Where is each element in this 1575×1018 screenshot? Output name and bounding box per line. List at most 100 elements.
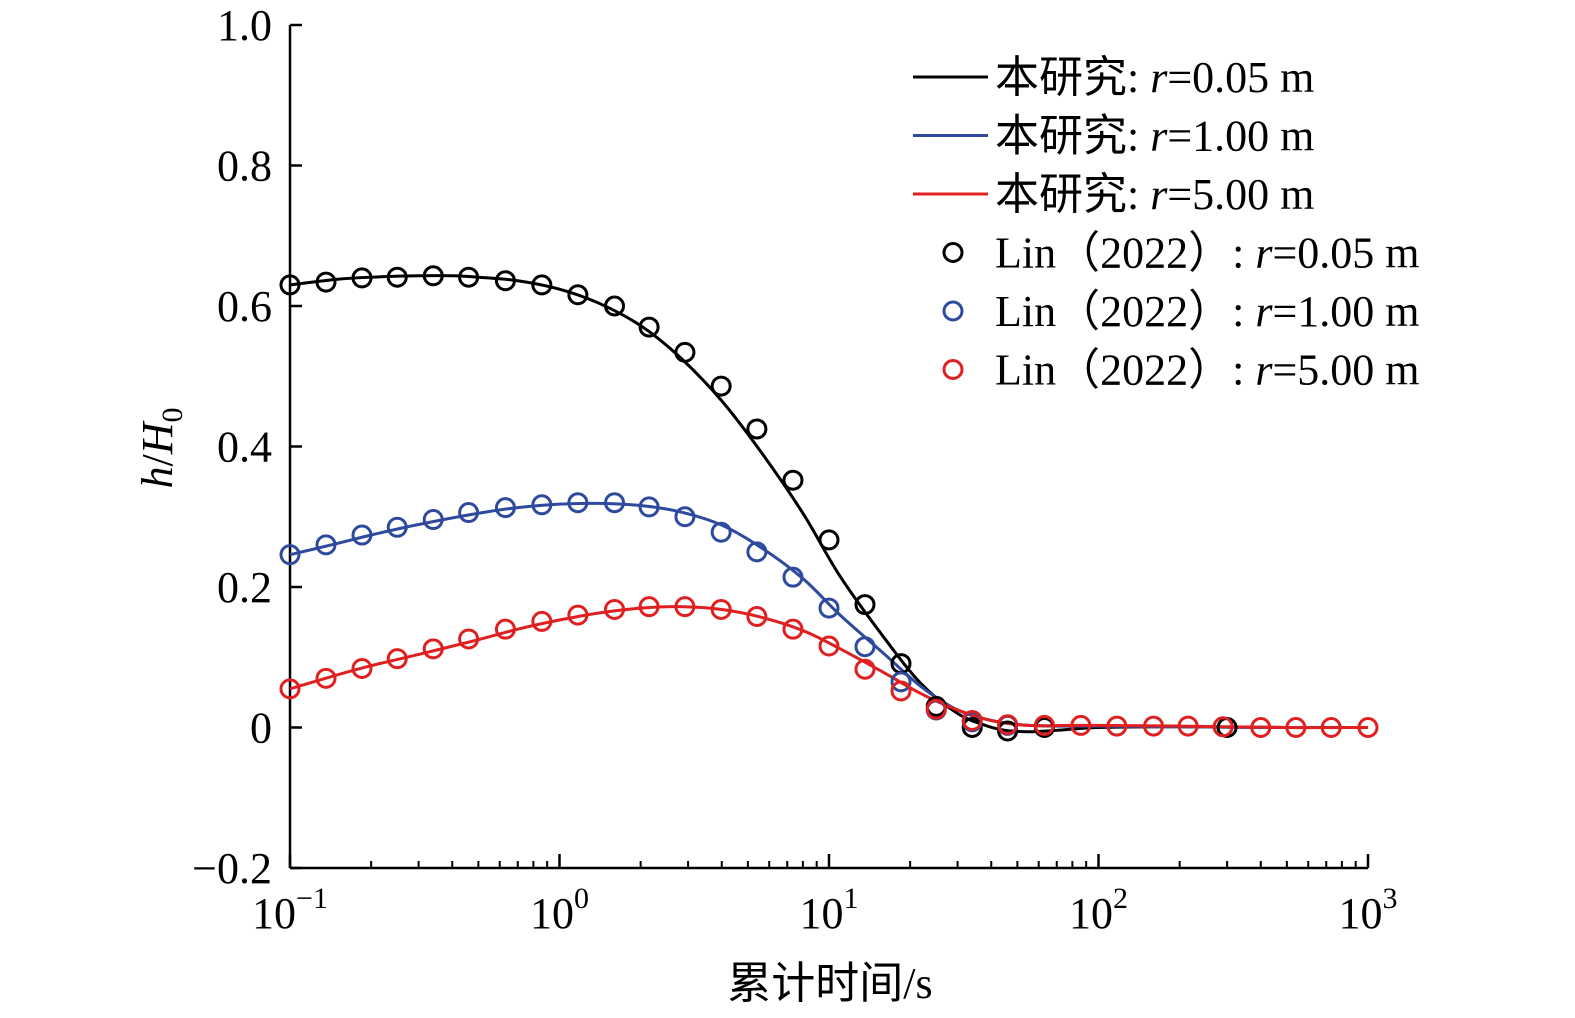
legend-label-suffix: =5.00 m [1167, 170, 1314, 219]
data-point [674, 341, 696, 363]
legend-swatch-marker [942, 359, 964, 380]
data-point [746, 418, 768, 440]
x-tick-label: 101 [800, 882, 859, 938]
data-point [1250, 717, 1272, 738]
data-point [710, 521, 732, 543]
legend-label: Lin（2022）: r=5.00 m [995, 346, 1420, 395]
legend-label-prefix: 本研究: [995, 53, 1150, 102]
legend-label-prefix: Lin（2022）: [995, 287, 1255, 336]
x-tick-label: 103 [1339, 882, 1398, 938]
legend-label-var: r [1255, 287, 1273, 336]
data-point [351, 267, 373, 289]
data-point [818, 635, 840, 657]
data-point [351, 657, 373, 679]
x-tick-exponent: 1 [844, 882, 859, 915]
data-point [746, 541, 768, 563]
data-point [638, 596, 660, 618]
x-tick-exponent: 0 [574, 882, 589, 915]
data-point [890, 671, 912, 693]
data-point [818, 529, 840, 551]
data-point [710, 375, 732, 397]
data-point [422, 509, 444, 531]
data-point [567, 604, 589, 626]
data-point [279, 678, 301, 700]
data-point [782, 618, 804, 640]
data-point [386, 516, 408, 538]
data-point [279, 544, 301, 566]
legend-label-var: r [1255, 229, 1273, 278]
data-point [961, 709, 983, 731]
data-point [854, 594, 876, 616]
data-point [351, 524, 373, 546]
data-point [961, 717, 983, 738]
data-point [1357, 717, 1379, 738]
data-point [1033, 714, 1055, 736]
data-point [494, 497, 516, 519]
legend-label-var: r [1255, 346, 1273, 395]
data-point [925, 698, 947, 720]
data-point [494, 618, 516, 640]
data-point [854, 658, 876, 680]
x-tick-base: 10 [252, 889, 296, 938]
data-point [1320, 717, 1342, 738]
data-point [531, 274, 553, 296]
x-tick-label: 100 [530, 882, 589, 938]
data-point [279, 274, 301, 296]
data-point [1106, 715, 1128, 737]
data-point [494, 270, 516, 292]
legend-label: 本研究: r=5.00 m [995, 170, 1314, 219]
data-point [458, 502, 480, 524]
plot-series [279, 265, 1379, 742]
legend-label-suffix: =5.00 m [1272, 346, 1419, 395]
data-point [638, 496, 660, 518]
data-point [997, 720, 1019, 742]
legend-label-prefix: 本研究: [995, 112, 1150, 161]
y-axis-title-slash: / [133, 454, 182, 467]
data-point [746, 606, 768, 628]
x-tick-base: 10 [530, 889, 574, 938]
data-point [674, 506, 696, 528]
legend-swatch-marker [942, 242, 964, 263]
data-point [1212, 716, 1234, 738]
data-point [422, 638, 444, 660]
data-point [531, 494, 553, 516]
y-tick-label: −0.2 [192, 844, 272, 893]
y-tick-label: 0.4 [217, 423, 272, 472]
series-line-2 [289, 605, 1369, 730]
legend-label: Lin（2022）: r=1.00 m [995, 287, 1420, 336]
y-axis-title-numerator: h [133, 467, 182, 489]
x-tick-base: 10 [800, 889, 844, 938]
data-point [638, 316, 660, 338]
data-point [997, 714, 1019, 736]
data-point [1143, 715, 1165, 737]
legend-label: Lin（2022）: r=0.05 m [995, 229, 1420, 278]
legend-label-suffix: =0.05 m [1167, 53, 1314, 102]
legend-label-suffix: =0.05 m [1272, 229, 1419, 278]
x-tick-base: 10 [1069, 889, 1113, 938]
legend-label: 本研究: r=0.05 m [995, 53, 1314, 102]
x-tick-label: 10−1 [252, 882, 328, 938]
y-axis-title-denominator: H [133, 420, 182, 455]
legend-label-prefix: 本研究: [995, 170, 1150, 219]
data-point [782, 566, 804, 588]
data-point [315, 271, 337, 293]
data-point [458, 628, 480, 650]
data-point [567, 284, 589, 306]
data-point [531, 610, 553, 632]
legend-swatch-marker [942, 300, 964, 322]
data-point [422, 265, 444, 287]
x-tick-label: 102 [1069, 882, 1128, 938]
legend-label-suffix: =1.00 m [1272, 287, 1419, 336]
data-point [890, 680, 912, 702]
legend-label-prefix: Lin（2022）: [995, 346, 1255, 395]
legend-label-var: r [1150, 112, 1168, 161]
series-line-1 [289, 501, 1369, 730]
data-point [386, 648, 408, 670]
y-tick-label: 0.2 [217, 563, 272, 612]
legend-label-prefix: Lin（2022）: [995, 229, 1255, 278]
legend-label-var: r [1150, 170, 1168, 219]
legend-label-suffix: =1.00 m [1167, 112, 1314, 161]
y-tick-label: 0.6 [217, 282, 272, 331]
